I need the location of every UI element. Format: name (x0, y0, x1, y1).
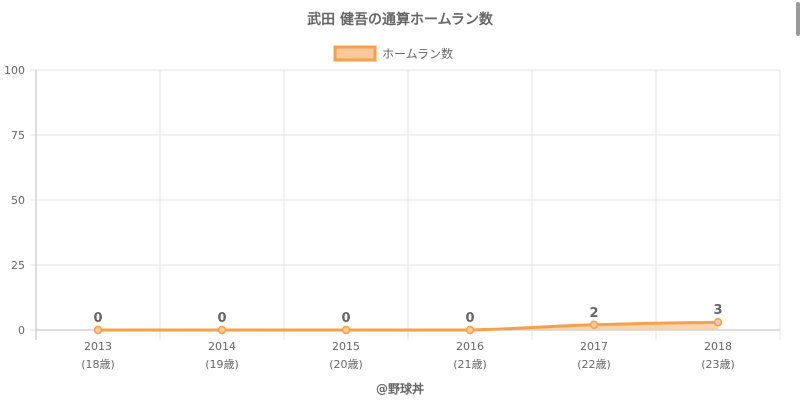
x-tick-label: 2018 (704, 340, 732, 353)
x-tick-label: 2013 (84, 340, 112, 353)
series-line (98, 320, 719, 332)
data-label: 0 (217, 311, 226, 326)
x-tick-label: 2016 (456, 340, 484, 353)
x-axis: 2013 (18歳) 2014 (19歳) 2015 (20歳) 2016 (21歳) 2017… (81, 340, 735, 371)
data-label: 0 (93, 311, 102, 326)
series-area (98, 322, 718, 330)
x-tick-sublabel: (22歳) (577, 358, 611, 371)
x-tick-label: 2014 (208, 340, 236, 353)
legend-swatch (333, 45, 377, 62)
chart-title: 武田 健吾の通算ホームラン数 (307, 11, 494, 28)
data-point (589, 320, 599, 330)
data-labels: 0 0 0 0 2 3 (93, 303, 722, 326)
x-tick-sublabel: (23歳) (701, 358, 735, 371)
data-label: 2 (589, 306, 598, 321)
y-tick-label: 100 (4, 64, 25, 77)
y-tick-label: 25 (11, 259, 25, 272)
x-tick-sublabel: (20歳) (329, 358, 363, 371)
x-tick-label: 2017 (580, 340, 608, 353)
scrollbar-thumb[interactable] (796, 2, 800, 36)
data-point (93, 325, 103, 335)
x-tick-sublabel: (19歳) (205, 358, 239, 371)
x-tick-sublabel: (18歳) (81, 358, 115, 371)
x-tick-label: 2015 (332, 340, 360, 353)
legend-label: ホームラン数 (382, 46, 453, 61)
data-point (217, 325, 227, 335)
y-axis: 0 25 50 75 100 (4, 64, 25, 337)
y-tick-label: 50 (11, 194, 25, 207)
data-label: 3 (713, 303, 722, 318)
x-tick-sublabel: (21歳) (453, 358, 487, 371)
data-point (465, 325, 475, 335)
legend[interactable]: ホームラン数 (333, 45, 453, 62)
data-point (713, 317, 723, 327)
credit-label: @野球丼 (376, 381, 424, 396)
y-tick-label: 0 (18, 324, 25, 337)
data-point (341, 325, 351, 335)
data-label: 0 (341, 311, 350, 326)
series-home-runs (93, 317, 723, 335)
data-label: 0 (465, 311, 474, 326)
grid (30, 69, 781, 340)
y-tick-label: 75 (11, 129, 25, 142)
